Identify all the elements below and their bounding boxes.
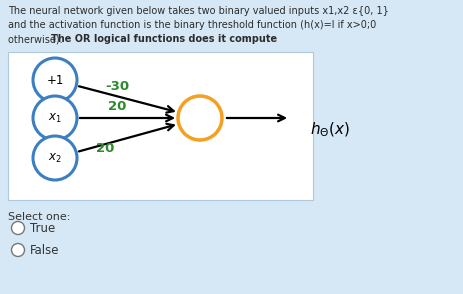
Circle shape — [33, 58, 77, 102]
Text: The OR logical functions does it compute: The OR logical functions does it compute — [51, 34, 276, 44]
Text: True: True — [30, 221, 55, 235]
Text: $h_{\Theta}(x)$: $h_{\Theta}(x)$ — [309, 121, 349, 139]
Text: False: False — [30, 243, 59, 256]
Circle shape — [12, 243, 25, 256]
Text: -30: -30 — [105, 81, 129, 93]
Text: 20: 20 — [96, 141, 114, 155]
Text: $x_1$: $x_1$ — [48, 111, 62, 125]
Text: and the activation function is the binary threshold function (h(x)=l if x>0;0: and the activation function is the binar… — [8, 20, 375, 30]
Text: +1: +1 — [46, 74, 63, 86]
Text: 20: 20 — [108, 99, 126, 113]
FancyBboxPatch shape — [8, 52, 313, 200]
Text: Select one:: Select one: — [8, 212, 70, 222]
Circle shape — [33, 136, 77, 180]
Circle shape — [178, 96, 221, 140]
Text: otherwise).: otherwise). — [8, 34, 66, 44]
Circle shape — [33, 96, 77, 140]
Text: $x_2$: $x_2$ — [48, 151, 62, 165]
Text: The neural network given below takes two binary valued inputs x1,x2 ε{0, 1}: The neural network given below takes two… — [8, 6, 388, 16]
Circle shape — [12, 221, 25, 235]
